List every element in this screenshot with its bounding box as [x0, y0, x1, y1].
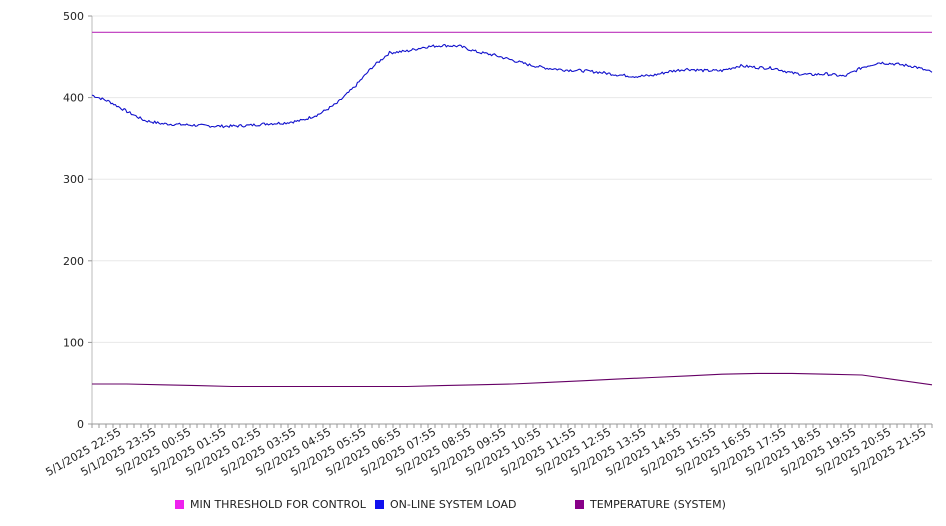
legend-swatch-load	[375, 500, 384, 509]
y-tick-label: 500	[63, 10, 84, 23]
y-tick-label: 200	[63, 255, 84, 268]
grid-lines	[92, 15, 932, 343]
y-tick-label: 100	[63, 336, 84, 349]
x-axis-ticks: 5/1/2025 22:555/1/2025 23:555/2/2025 00:…	[43, 424, 933, 479]
series-line-1	[91, 43, 933, 129]
legend-item-load[interactable]: ON-LINE SYSTEM LOAD	[375, 498, 516, 511]
series-lines	[91, 31, 933, 388]
legend-label-threshold: MIN THRESHOLD FOR CONTROL	[190, 498, 366, 511]
axes	[91, 16, 932, 425]
legend-swatch-threshold	[175, 500, 184, 509]
legend: MIN THRESHOLD FOR CONTROL ON-LINE SYSTEM…	[0, 498, 946, 514]
y-tick-label: 400	[63, 92, 84, 105]
legend-item-threshold[interactable]: MIN THRESHOLD FOR CONTROL	[175, 498, 366, 511]
y-axis-ticks: 0 100 200 300 400 500	[63, 10, 92, 431]
legend-swatch-temperature	[575, 500, 584, 509]
legend-item-temperature[interactable]: TEMPERATURE (SYSTEM)	[575, 498, 726, 511]
y-tick-label: 0	[77, 418, 84, 431]
y-tick-label: 300	[63, 173, 84, 186]
legend-label-load: ON-LINE SYSTEM LOAD	[390, 498, 517, 511]
legend-label-temperature: TEMPERATURE (SYSTEM)	[590, 498, 726, 511]
series-line-2	[92, 372, 933, 388]
